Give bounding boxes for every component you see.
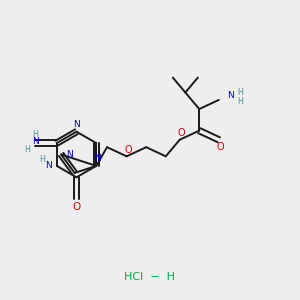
- Text: N: N: [227, 91, 234, 100]
- Text: N: N: [66, 150, 73, 159]
- Text: H: H: [32, 130, 38, 139]
- Text: O: O: [124, 145, 132, 155]
- Text: N: N: [73, 120, 80, 129]
- Text: H: H: [237, 97, 243, 106]
- Text: O: O: [72, 202, 81, 212]
- Text: N: N: [45, 161, 52, 170]
- Text: N: N: [94, 154, 101, 163]
- Text: N: N: [32, 137, 38, 146]
- Text: O: O: [177, 128, 185, 138]
- Text: HCl  −  H: HCl − H: [124, 272, 176, 283]
- Text: H: H: [25, 145, 31, 154]
- Text: H: H: [237, 88, 243, 97]
- Text: O: O: [217, 142, 224, 152]
- Text: H: H: [39, 155, 45, 164]
